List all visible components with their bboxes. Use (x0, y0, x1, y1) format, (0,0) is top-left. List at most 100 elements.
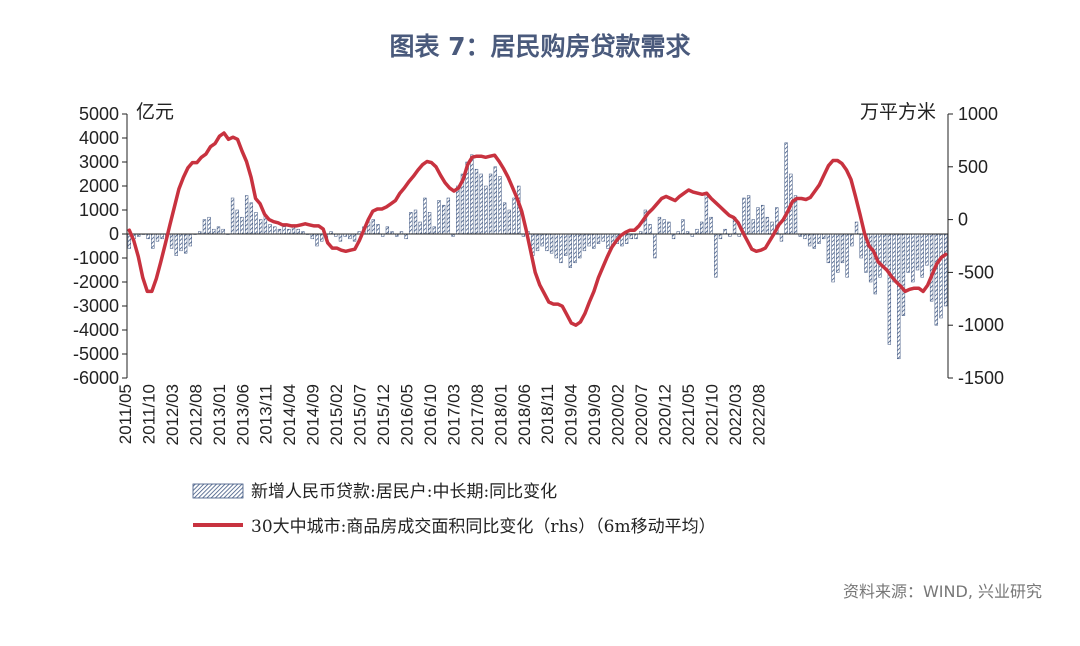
bar (338, 233, 343, 242)
bar (807, 233, 812, 247)
bar (671, 233, 676, 240)
bar (662, 219, 666, 235)
bar (934, 233, 938, 326)
bar (606, 233, 610, 249)
bar (653, 233, 657, 259)
bar (160, 233, 164, 240)
bar (822, 233, 826, 240)
bar (714, 233, 718, 278)
right-tick-label: 1000 (958, 104, 998, 124)
bar (803, 233, 807, 240)
bar (183, 233, 188, 254)
legend-line-label: 30大中城市:商品房成交面积同比变化（rhs）（6m移动平均） (251, 517, 716, 537)
bar (456, 185, 460, 235)
bar (310, 233, 314, 240)
bar (432, 226, 436, 235)
bar (859, 233, 863, 259)
bar (559, 233, 563, 264)
bar (596, 233, 601, 244)
bar (704, 192, 709, 235)
x-tick-label: 2015/02 (327, 384, 346, 445)
x-tick-label: 2019/04 (562, 384, 581, 445)
bar (188, 233, 192, 247)
left-tick-label: 3000 (79, 152, 119, 172)
left-tick-label: 4000 (79, 128, 119, 148)
bar (479, 173, 483, 235)
x-tick-label: 2022/03 (726, 384, 745, 445)
bar (718, 233, 723, 240)
bar (291, 226, 296, 235)
bar (756, 207, 760, 235)
bar (573, 233, 577, 264)
bar (929, 233, 934, 302)
x-tick-label: 2013/06 (233, 384, 252, 445)
bar (765, 216, 770, 235)
plot-layer: 500040003000200010000-1000-2000-3000-400… (73, 104, 1004, 445)
bar (235, 209, 239, 235)
right-tick-label: 0 (958, 210, 968, 230)
bar (887, 233, 892, 345)
bar (320, 233, 324, 242)
x-tick-label: 2020/02 (609, 384, 628, 445)
bar (488, 173, 493, 235)
right-axis-unit: 万平方米 (860, 101, 936, 123)
bar (746, 195, 751, 235)
bar (179, 233, 183, 252)
left-tick-label: 0 (109, 224, 119, 244)
bar (169, 233, 174, 249)
legend-bar-label: 新增人民币贷款:居民户:中长期:同比变化 (251, 482, 557, 502)
bar (174, 233, 178, 256)
bar (845, 233, 849, 278)
x-tick-label: 2016/05 (397, 384, 416, 445)
bar (423, 197, 427, 235)
bar (587, 233, 591, 247)
x-tick-label: 2015/07 (351, 384, 370, 445)
x-tick-label: 2021/05 (679, 384, 698, 445)
x-tick-label: 2014/09 (304, 384, 323, 445)
bar (629, 233, 633, 240)
bar (826, 233, 831, 264)
bar (493, 166, 497, 235)
right-tick-label: -500 (958, 262, 994, 282)
bar (348, 233, 352, 240)
bar (878, 233, 882, 278)
bar (315, 233, 319, 247)
bar (498, 176, 502, 235)
bar (146, 233, 150, 240)
source-note: 资料来源：WIND, 兴业研究 (843, 582, 1042, 601)
left-tick-label: -6000 (73, 368, 119, 388)
bar (474, 168, 479, 235)
bar (484, 185, 488, 235)
bar (442, 204, 446, 235)
bar (437, 200, 441, 235)
bar (545, 233, 549, 252)
left-tick-label: 2000 (79, 176, 119, 196)
left-tick-label: -4000 (73, 320, 119, 340)
bar (282, 226, 286, 235)
bar (446, 197, 451, 235)
bar (277, 228, 282, 235)
bar (503, 202, 507, 235)
bar (723, 228, 727, 235)
x-tick-label: 2015/12 (374, 384, 393, 445)
right-tick-label: -1000 (958, 315, 1004, 335)
bar (592, 233, 596, 249)
bar (624, 233, 629, 244)
bar (470, 154, 474, 235)
bar (784, 142, 788, 235)
x-tick-label: 2013/11 (257, 384, 276, 444)
bar (155, 233, 160, 242)
bar (840, 233, 845, 264)
left-tick-label: 5000 (79, 104, 119, 124)
x-tick-label: 2012/08 (186, 384, 205, 445)
legend-bar-swatch (192, 483, 244, 499)
bar (925, 233, 929, 266)
bar (409, 212, 413, 235)
bar (413, 209, 418, 235)
bar (240, 216, 244, 235)
bar (915, 233, 920, 271)
bar (568, 233, 572, 268)
bar (648, 224, 652, 235)
x-tick-label: 2018/06 (515, 384, 534, 445)
